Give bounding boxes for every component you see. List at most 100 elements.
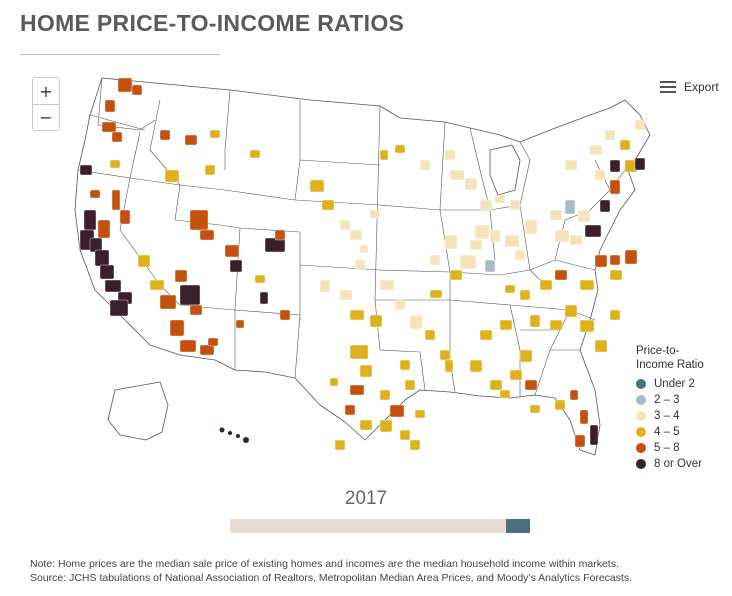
metro-area[interactable] [519, 289, 531, 301]
metro-area[interactable] [584, 224, 602, 238]
metro-area[interactable] [479, 199, 493, 211]
metro-area[interactable] [449, 169, 465, 181]
legend-item[interactable]: 3 – 4 [636, 408, 716, 424]
metro-area[interactable] [489, 229, 501, 243]
metro-area[interactable] [484, 259, 496, 273]
metro-area[interactable] [424, 329, 436, 341]
metro-area[interactable] [449, 269, 463, 281]
metro-area[interactable] [274, 229, 286, 241]
metro-area[interactable] [111, 131, 123, 143]
metro-area[interactable] [149, 279, 165, 291]
metro-area[interactable] [329, 377, 339, 387]
zoom-out-button[interactable]: − [33, 104, 59, 130]
legend-item[interactable]: Under 2 [636, 376, 716, 392]
metro-area[interactable] [554, 399, 566, 411]
metro-area[interactable] [489, 379, 503, 391]
metro-area[interactable] [524, 379, 538, 391]
metro-area[interactable] [379, 279, 395, 291]
metro-area[interactable] [624, 249, 638, 265]
metro-area[interactable] [354, 259, 366, 271]
metro-area[interactable] [359, 364, 373, 378]
metro-area[interactable] [334, 439, 346, 451]
metro-area[interactable] [89, 189, 101, 199]
metro-area[interactable] [444, 359, 454, 373]
metro-area[interactable] [619, 139, 631, 151]
metro-area[interactable] [579, 279, 595, 291]
metro-area[interactable] [469, 359, 483, 373]
metro-area[interactable] [419, 159, 431, 171]
metro-area[interactable] [379, 389, 391, 401]
metro-area[interactable] [564, 199, 576, 215]
metro-area[interactable] [309, 179, 325, 193]
metro-area[interactable] [137, 254, 151, 268]
metro-area[interactable] [394, 299, 406, 311]
metro-area[interactable] [399, 429, 411, 441]
metro-area[interactable] [514, 249, 526, 261]
metro-area[interactable] [609, 159, 621, 173]
timeline-slider[interactable] [230, 519, 530, 533]
metro-area[interactable] [339, 289, 353, 301]
metro-area[interactable] [169, 319, 185, 337]
metro-area[interactable] [529, 314, 541, 328]
metro-area[interactable] [359, 244, 369, 254]
metro-area[interactable] [569, 389, 579, 401]
metro-area[interactable] [609, 254, 621, 266]
metro-area[interactable] [429, 254, 441, 266]
metro-area[interactable] [574, 434, 586, 448]
metro-area[interactable] [189, 304, 203, 316]
metro-area[interactable] [509, 369, 523, 381]
metro-area[interactable] [119, 209, 131, 225]
metro-area[interactable] [349, 344, 369, 360]
metro-area[interactable] [104, 99, 116, 113]
metro-area[interactable] [429, 289, 443, 299]
metro-area[interactable] [539, 279, 553, 291]
metro-area[interactable] [94, 249, 110, 267]
metro-area[interactable] [494, 194, 506, 204]
metro-area[interactable] [469, 239, 483, 251]
metro-area[interactable] [164, 169, 180, 183]
metro-area[interactable] [439, 349, 451, 361]
metro-area[interactable] [99, 264, 115, 280]
metro-area[interactable] [209, 129, 221, 139]
metro-area[interactable] [207, 337, 219, 347]
metro-area[interactable] [229, 259, 243, 273]
metro-area[interactable] [504, 284, 516, 294]
metro-area[interactable] [549, 209, 563, 221]
metro-area[interactable] [111, 189, 121, 211]
metro-area[interactable] [554, 229, 570, 243]
metro-area[interactable] [159, 294, 177, 310]
metro-area[interactable] [409, 314, 423, 330]
metro-area[interactable] [549, 319, 563, 331]
legend-item[interactable]: 2 – 3 [636, 392, 716, 408]
metro-area[interactable] [279, 309, 291, 321]
metro-area[interactable] [109, 299, 129, 317]
zoom-in-button[interactable]: + [33, 78, 59, 104]
metro-area[interactable] [599, 199, 611, 213]
metro-area[interactable] [554, 269, 568, 281]
metro-area[interactable] [604, 129, 616, 141]
metro-area[interactable] [399, 359, 411, 371]
metro-area[interactable] [199, 344, 215, 356]
metro-area[interactable] [83, 209, 97, 231]
metro-area[interactable] [379, 149, 389, 161]
metro-area[interactable] [564, 304, 578, 318]
metro-area[interactable] [609, 179, 621, 195]
metro-area[interactable] [499, 319, 513, 331]
metro-area[interactable] [379, 419, 393, 433]
metro-area[interactable] [569, 234, 583, 246]
metro-area[interactable] [634, 119, 646, 131]
metro-area[interactable] [519, 349, 533, 363]
metro-area[interactable] [594, 339, 608, 353]
legend-item[interactable]: 5 – 8 [636, 440, 716, 456]
metro-area[interactable] [509, 199, 521, 211]
metro-area[interactable] [609, 269, 623, 281]
metro-area[interactable] [394, 144, 406, 154]
metro-area[interactable] [199, 229, 215, 241]
metro-area[interactable] [609, 309, 621, 321]
metro-area[interactable] [179, 284, 201, 306]
metro-area[interactable] [579, 409, 589, 425]
legend-item[interactable]: 8 or Over [636, 456, 716, 472]
metro-area[interactable] [117, 77, 133, 93]
metro-area[interactable] [259, 291, 269, 305]
metro-area[interactable] [479, 329, 493, 341]
